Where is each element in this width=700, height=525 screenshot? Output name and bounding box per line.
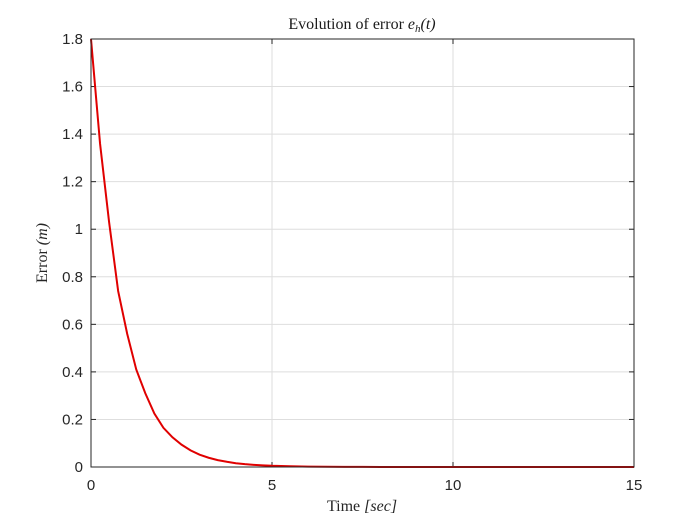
y-tick-label: 0: [75, 459, 83, 476]
chart-title-math: e: [408, 16, 415, 33]
x-tick-label: 10: [445, 477, 462, 494]
chart-title-subscript: h: [415, 23, 421, 35]
y-tick-label: 0.4: [62, 364, 83, 381]
y-axis-label-text: Error: [34, 245, 51, 283]
y-axis-label: Error (m): [34, 223, 51, 283]
x-tick-label: 0: [87, 477, 95, 494]
x-tick-label: 15: [626, 477, 643, 494]
y-tick-label: 1.8: [62, 31, 83, 48]
x-axis-label-unit: [sec]: [364, 498, 397, 515]
x-axis-label-text: Time: [327, 498, 364, 515]
y-tick-label: 0.6: [62, 316, 83, 333]
chart-title: Evolution of error eh(t): [288, 16, 435, 35]
tick-labels: 0 5 10 15 0 0.2 0.4 0.6 0.8 1 1.2 1.4 1.6 1.8: [62, 31, 642, 494]
y-tick-label: 1: [75, 221, 83, 238]
x-axis-label: Time [sec]: [327, 498, 397, 515]
y-tick-label: 1.6: [62, 79, 83, 96]
y-tick-label: 0.8: [62, 269, 83, 286]
axes-box: [90, 38, 635, 468]
x-tick-label: 5: [268, 477, 276, 494]
chart-title-text: Evolution of error: [288, 16, 408, 33]
y-axis-label-unit: (m): [34, 223, 51, 245]
y-tick-label: 0.2: [62, 411, 83, 428]
chart-title-tail: (t): [421, 16, 436, 33]
y-tick-label: 1.2: [62, 174, 83, 191]
y-tick-label: 1.4: [62, 126, 83, 143]
plot-area: [91, 39, 634, 467]
